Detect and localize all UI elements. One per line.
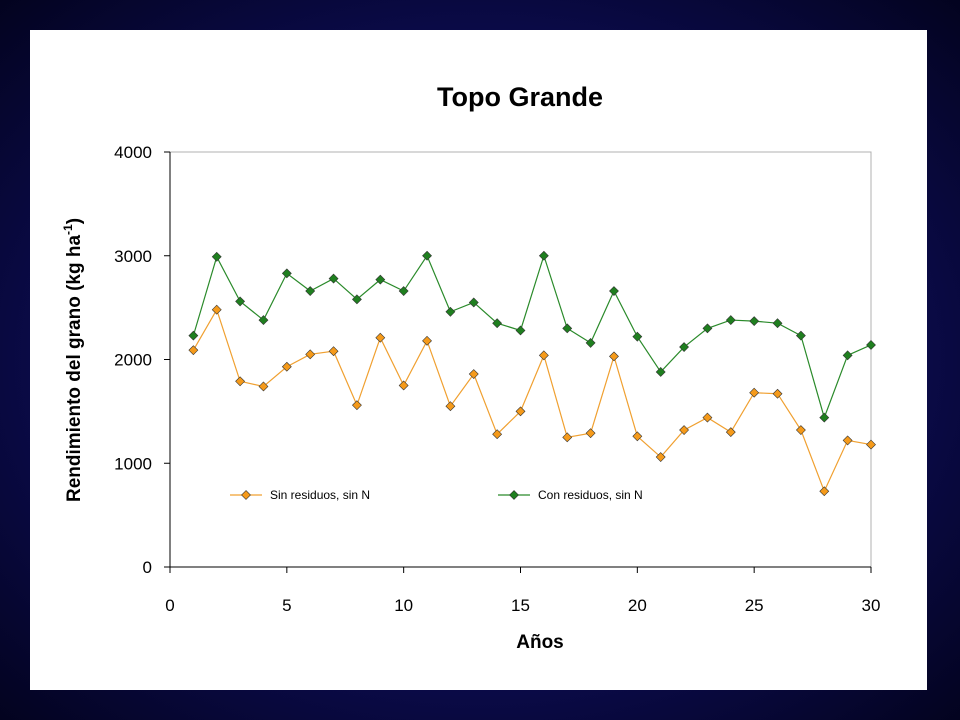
y-tick-label: 3000	[114, 247, 152, 266]
data-point	[305, 349, 316, 360]
data-point	[492, 318, 503, 329]
data-point	[328, 346, 339, 357]
legend-marker	[241, 490, 251, 500]
data-point	[842, 435, 853, 446]
data-point	[258, 381, 269, 392]
data-point	[585, 428, 596, 439]
data-point	[772, 388, 783, 399]
y-axis-ticks: 0 1000 2000 3000 4000	[114, 143, 170, 577]
x-tick-label: 20	[628, 596, 647, 615]
data-point	[235, 296, 246, 307]
data-point	[819, 486, 830, 497]
data-point	[679, 425, 689, 435]
data-point	[492, 429, 503, 440]
data-point	[538, 350, 549, 361]
data-point	[188, 345, 199, 356]
data-point	[398, 286, 409, 296]
legend-item-1: Sin residuos, sin N	[230, 488, 370, 502]
data-point	[352, 400, 362, 411]
legend-marker	[509, 490, 519, 500]
data-point	[819, 412, 830, 423]
y-tick-label: 1000	[114, 454, 152, 473]
data-point	[795, 425, 806, 435]
plot-area	[169, 151, 872, 568]
data-point	[398, 380, 409, 391]
data-point	[562, 432, 573, 443]
data-point	[422, 335, 432, 346]
data-point	[235, 376, 246, 387]
y-axis-title: Rendimiento del grano (kg ha-1)	[61, 218, 85, 502]
data-point	[468, 369, 479, 379]
series-2	[188, 250, 876, 423]
x-tick-label: 0	[165, 596, 174, 615]
data-point	[468, 297, 479, 308]
data-point	[632, 331, 643, 342]
data-point	[515, 325, 526, 336]
data-point	[211, 304, 222, 315]
data-point	[352, 294, 362, 305]
x-tick-label: 25	[745, 596, 764, 615]
data-point	[188, 330, 199, 341]
data-point	[328, 273, 339, 284]
data-point	[258, 315, 269, 325]
data-point	[749, 316, 760, 327]
data-point	[725, 427, 736, 438]
slide-panel	[30, 30, 927, 690]
data-point	[562, 323, 573, 334]
data-point	[281, 268, 292, 279]
data-point	[585, 337, 596, 348]
y-axis-title-superscript: -1	[61, 224, 75, 235]
data-point	[211, 251, 222, 262]
data-point	[375, 332, 386, 343]
data-point	[655, 452, 666, 462]
data-point	[422, 250, 432, 261]
data-point	[445, 306, 456, 317]
data-point	[632, 431, 643, 442]
data-point	[305, 286, 316, 296]
legend-label: Con residuos, sin N	[538, 488, 643, 502]
x-axis-ticks: 0 5 10 15 20 25 30	[165, 567, 880, 615]
data-point	[702, 323, 713, 334]
series-1	[188, 304, 876, 497]
data-point	[538, 250, 549, 261]
data-point	[866, 439, 876, 450]
data-point	[515, 406, 526, 417]
data-point	[609, 286, 619, 296]
data-point	[679, 342, 689, 352]
y-axis-title-main: Rendimiento del grano (kg ha	[64, 235, 85, 503]
legend-label: Sin residuos, sin N	[270, 488, 370, 502]
legend: Sin residuos, sin N Con residuos, sin N	[230, 488, 643, 502]
x-tick-label: 10	[394, 596, 413, 615]
series-line	[192, 308, 872, 493]
y-tick-label: 0	[143, 558, 152, 577]
y-axis-title-close: )	[64, 218, 85, 224]
chart-title: Topo Grande	[437, 82, 603, 112]
data-point	[866, 340, 876, 350]
data-point	[609, 351, 619, 362]
legend-item-2: Con residuos, sin N	[498, 488, 643, 502]
data-point	[702, 412, 713, 423]
data-point	[655, 367, 666, 377]
x-tick-label: 30	[862, 596, 881, 615]
series-layer	[188, 250, 876, 497]
data-point	[772, 318, 783, 329]
y-tick-label: 4000	[114, 143, 152, 162]
x-axis-title: Años	[516, 632, 564, 653]
data-point	[842, 350, 853, 361]
data-point	[281, 361, 292, 372]
x-tick-label: 15	[511, 596, 530, 615]
y-tick-label: 2000	[114, 351, 152, 370]
data-point	[375, 274, 386, 285]
data-point	[749, 387, 760, 398]
x-tick-label: 5	[282, 596, 291, 615]
data-point	[445, 401, 456, 412]
data-point	[795, 330, 806, 341]
data-point	[725, 315, 736, 325]
